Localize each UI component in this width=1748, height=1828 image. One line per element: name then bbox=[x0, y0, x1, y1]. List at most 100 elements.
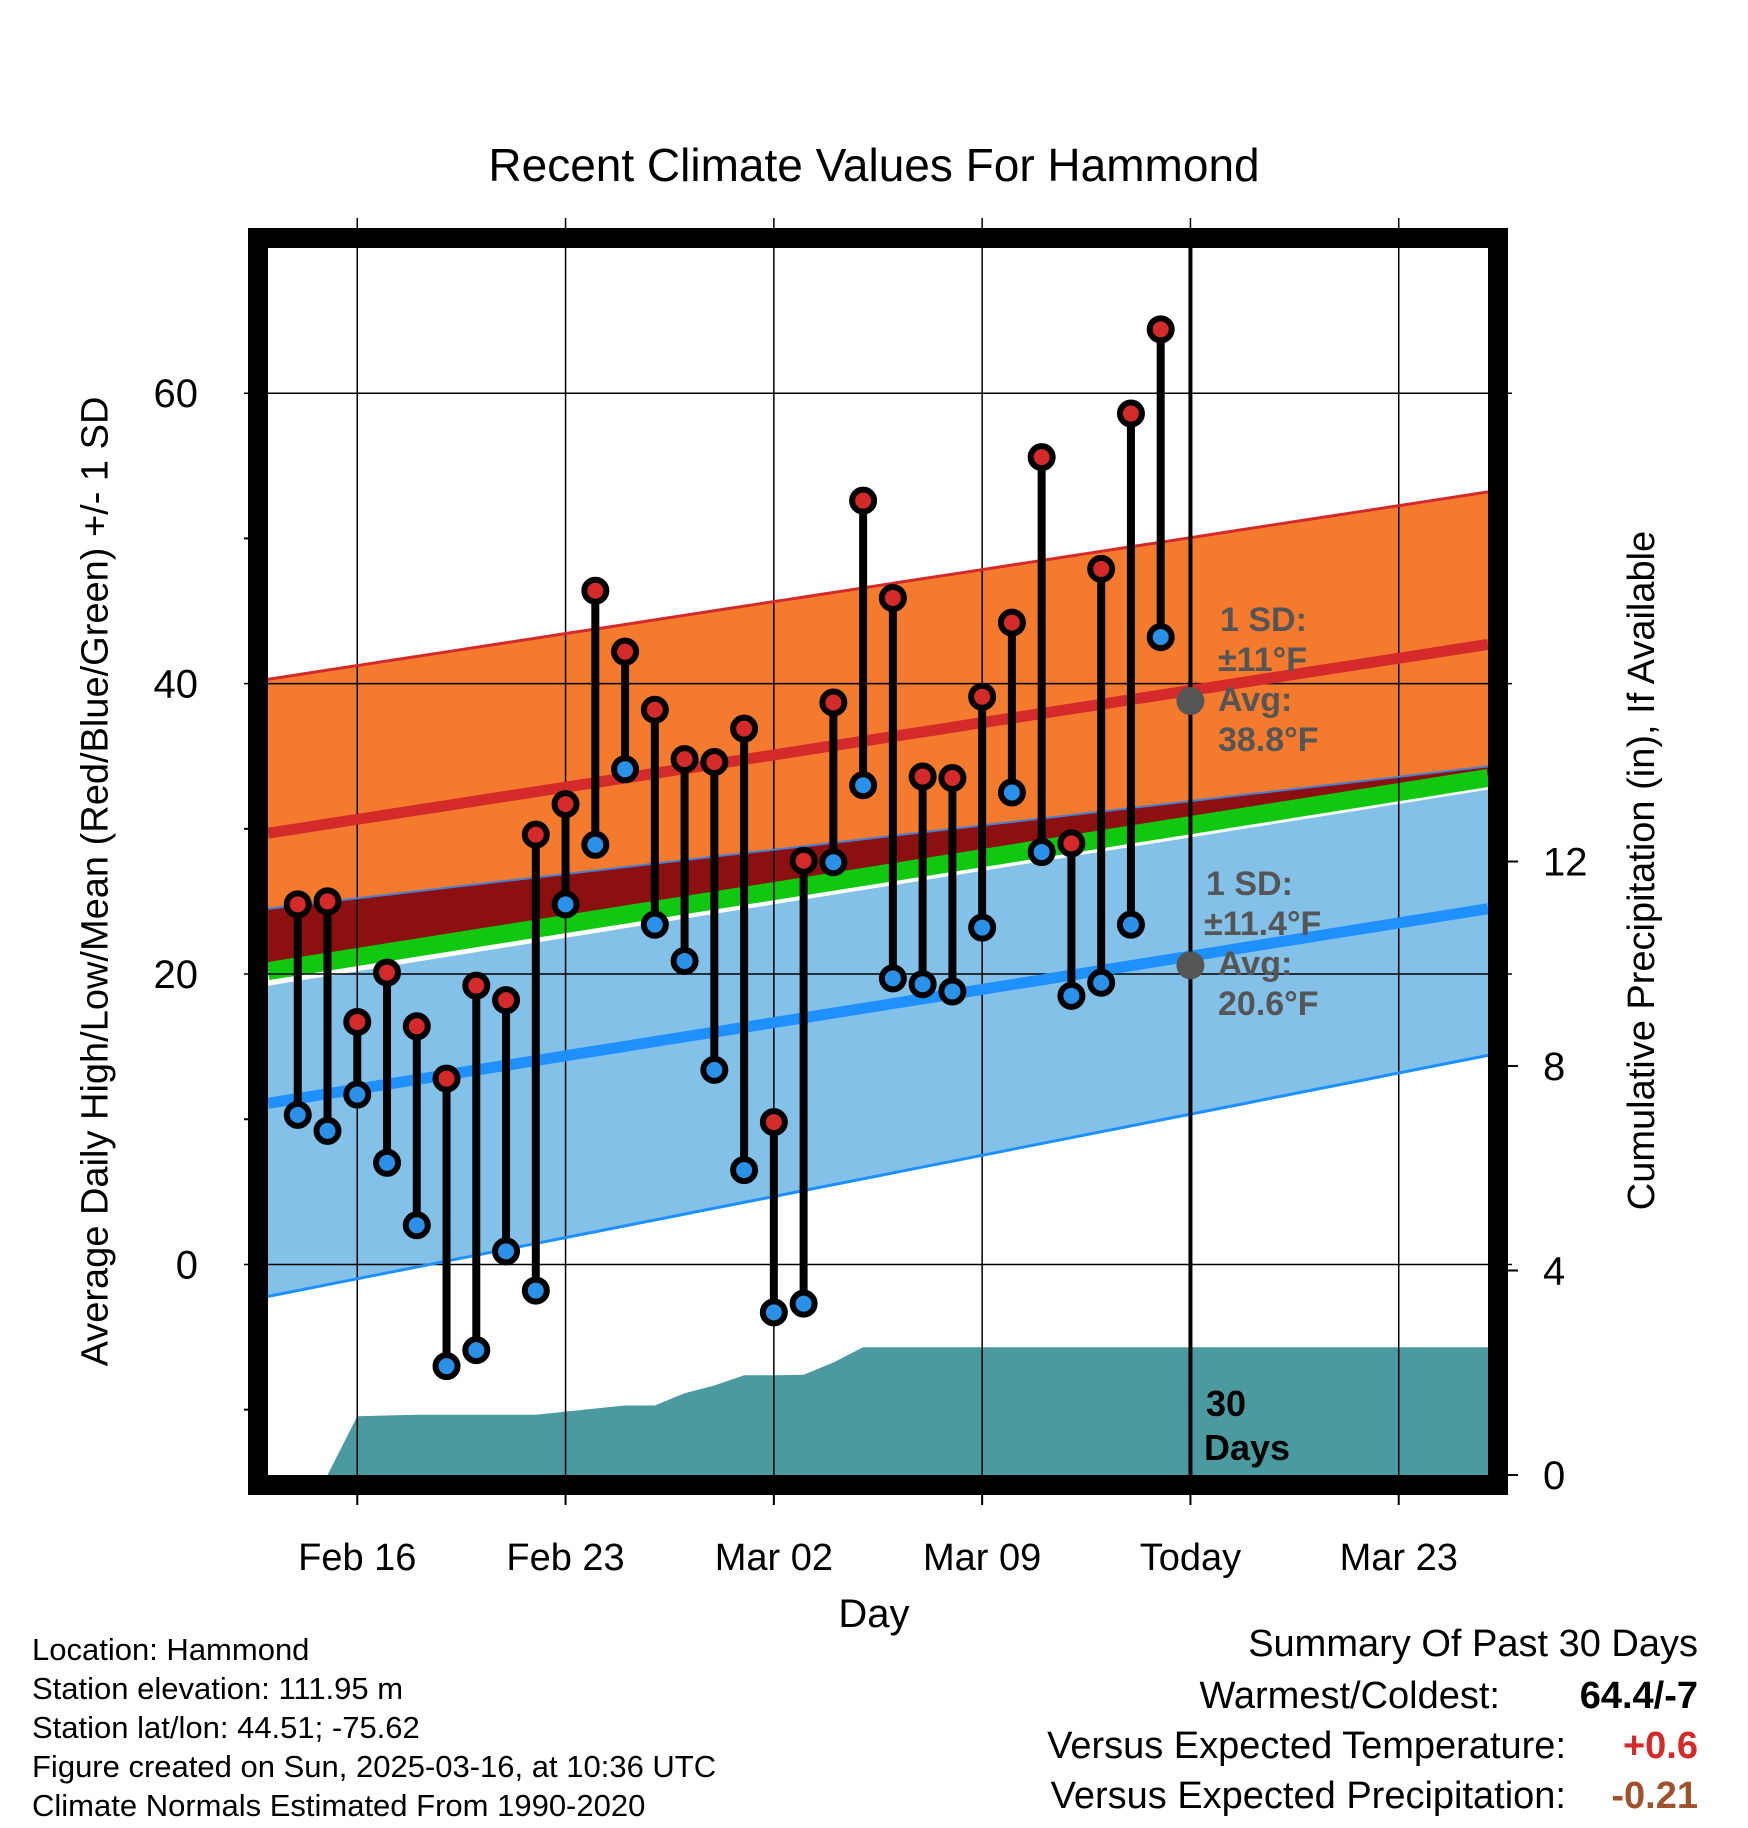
daily-high-point bbox=[938, 764, 967, 793]
daily-low-point bbox=[640, 910, 669, 939]
daily-temperature-bars bbox=[283, 315, 1175, 1381]
x-tick-label: Mar 02 bbox=[715, 1537, 833, 1579]
daily-low-point bbox=[551, 890, 580, 919]
daily-high-point bbox=[819, 688, 848, 717]
high-sd-annotation: 1 SD: ±11°F Avg: 38.8°F bbox=[1218, 600, 1319, 760]
axis-ticks: Feb 16 Feb 23 Mar 02 Mar 09 Today Mar 2302040… bbox=[154, 372, 1588, 1579]
daily-high-point bbox=[581, 576, 610, 605]
daily-low-point bbox=[1116, 910, 1145, 939]
y2-tick-label: 8 bbox=[1543, 1045, 1565, 1089]
precipitation-area bbox=[268, 1347, 1488, 1475]
low-lower-line bbox=[267, 1053, 1489, 1298]
daily-low-point bbox=[343, 1080, 372, 1109]
daily-low-point bbox=[492, 1237, 521, 1266]
daily-high-point bbox=[611, 637, 640, 666]
low-avg-value: 20.6°F bbox=[1218, 985, 1319, 1023]
daily-low-point bbox=[997, 778, 1026, 807]
x-tick-label: Today bbox=[1140, 1537, 1241, 1579]
daily-high-point bbox=[968, 682, 997, 711]
days-annotation: 30 Days bbox=[1204, 1382, 1290, 1470]
daily-low-point bbox=[849, 771, 878, 800]
daily-low-point bbox=[938, 977, 967, 1006]
daily-low-point bbox=[700, 1055, 729, 1084]
daily-low-point bbox=[462, 1336, 491, 1365]
low-sd-label: 1 SD: bbox=[1206, 865, 1293, 903]
daily-low-point bbox=[611, 755, 640, 784]
daily-high-point bbox=[283, 890, 312, 919]
y-tick-label: 0 bbox=[176, 1243, 198, 1287]
low-sd-annotation: 1 SD: ±11.4°F Avg: 20.6°F bbox=[1204, 864, 1321, 1024]
daily-high-point bbox=[730, 714, 759, 743]
daily-high-point bbox=[789, 846, 818, 875]
low-sd-band bbox=[268, 789, 1488, 1297]
daily-high-point bbox=[997, 608, 1026, 637]
daily-high-point bbox=[1087, 554, 1116, 583]
summary-temp-label: Versus Expected Temperature: bbox=[1047, 1725, 1566, 1767]
info-elevation: Station elevation: 111.95 m bbox=[32, 1671, 404, 1706]
daily-low-point bbox=[789, 1289, 818, 1318]
x-axis-label: Day bbox=[838, 1592, 910, 1636]
daily-high-point bbox=[521, 820, 550, 849]
summary-precip-label: Versus Expected Precipitation: bbox=[1050, 1775, 1566, 1817]
daily-high-point bbox=[908, 762, 937, 791]
high-lower-line bbox=[267, 765, 1489, 910]
daily-low-point bbox=[908, 970, 937, 999]
info-location: Location: Hammond bbox=[32, 1632, 310, 1667]
daily-high-point bbox=[700, 748, 729, 777]
daily-low-point bbox=[432, 1352, 461, 1381]
high-sd-value: ±11°F bbox=[1218, 641, 1307, 679]
days-number: 30 bbox=[1206, 1383, 1247, 1424]
y2-tick-label: 4 bbox=[1543, 1250, 1565, 1294]
y2-tick-label: 12 bbox=[1543, 841, 1588, 885]
normal-high-line bbox=[267, 638, 1489, 839]
summary-warmest-value: 64.4/-7 bbox=[1579, 1675, 1698, 1717]
daily-high-point bbox=[1057, 829, 1086, 858]
daily-low-point bbox=[730, 1156, 759, 1185]
x-tick-label: Feb 23 bbox=[506, 1537, 624, 1579]
daily-low-point bbox=[402, 1211, 431, 1240]
days-word: Days bbox=[1204, 1427, 1291, 1468]
y-tick-label: 40 bbox=[154, 663, 199, 707]
y-axis-label: Average Daily High/Low/Mean (Red/Blue/Gr… bbox=[74, 396, 117, 1367]
daily-high-point bbox=[462, 971, 491, 1000]
y-tick-label: 60 bbox=[154, 372, 199, 416]
daily-high-point bbox=[670, 745, 699, 774]
daily-high-point bbox=[373, 958, 402, 987]
today-line bbox=[1176, 248, 1205, 1475]
daily-low-point bbox=[1146, 623, 1175, 652]
chart-title: Recent Climate Values For Hammond bbox=[488, 139, 1260, 191]
daily-high-point bbox=[492, 986, 521, 1015]
daily-high-point bbox=[1116, 399, 1145, 428]
daily-low-point bbox=[581, 830, 610, 859]
daily-low-point bbox=[968, 913, 997, 942]
today-low-avg-marker bbox=[1176, 951, 1205, 980]
info-normals: Climate Normals Estimated From 1990-2020 bbox=[32, 1788, 646, 1823]
daily-low-point bbox=[670, 946, 699, 975]
low-sd-value: ±11.4°F bbox=[1204, 905, 1322, 943]
summary-temp-value: +0.6 bbox=[1622, 1725, 1698, 1767]
info-created: Figure created on Sun, 2025-03-16, at 10… bbox=[32, 1749, 717, 1784]
x-tick-label: Mar 23 bbox=[1340, 1537, 1458, 1579]
x-tick-label: Mar 09 bbox=[923, 1537, 1041, 1579]
daily-high-point bbox=[343, 1007, 372, 1036]
daily-low-point bbox=[1087, 968, 1116, 997]
high-avg-label: Avg: bbox=[1218, 681, 1293, 719]
high-upper-line bbox=[267, 490, 1489, 681]
today-high-avg-marker bbox=[1176, 687, 1205, 716]
mean-band bbox=[266, 769, 1490, 980]
high-sd-label: 1 SD: bbox=[1220, 601, 1307, 639]
daily-low-point bbox=[521, 1276, 550, 1305]
daily-high-point bbox=[640, 695, 669, 724]
daily-low-point bbox=[1027, 838, 1056, 867]
y2-axis-label: Cumulative Precipitation (in), If Availa… bbox=[1620, 530, 1663, 1210]
y-tick-label: 20 bbox=[154, 953, 199, 997]
daily-low-point bbox=[283, 1100, 312, 1129]
summary-warmest-label: Warmest/Coldest: bbox=[1199, 1675, 1500, 1717]
daily-low-point bbox=[819, 848, 848, 877]
y2-tick-label: 0 bbox=[1543, 1454, 1565, 1498]
daily-high-point bbox=[1027, 443, 1056, 472]
x-tick-label: Feb 16 bbox=[298, 1537, 416, 1579]
daily-high-point bbox=[432, 1064, 461, 1093]
normal-low-line bbox=[267, 903, 1489, 1109]
